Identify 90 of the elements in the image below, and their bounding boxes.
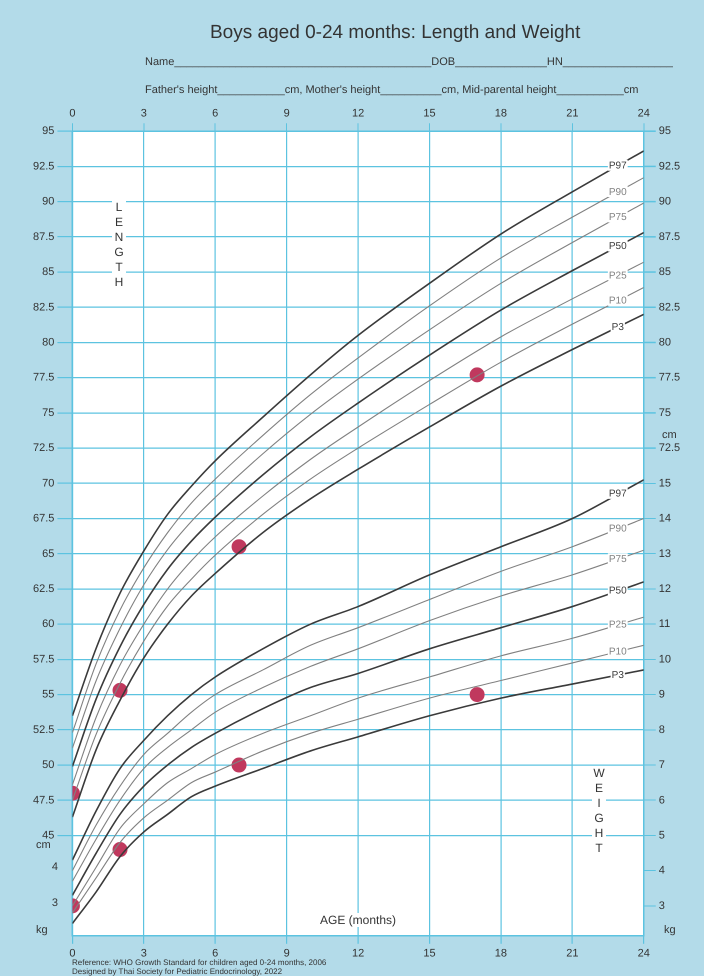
text: Designed by Thai Society for Pediatric Endocrinology, 2022 [72, 967, 282, 976]
x-tick-label: 18 [494, 947, 508, 960]
y-tick-label: 92.5 [32, 160, 54, 172]
x2-tick-label: 3 [140, 108, 147, 120]
y-tick-label: 87.5 [32, 230, 54, 243]
y2-tick-label: 3 [658, 900, 665, 912]
series-label: P50 [608, 241, 628, 252]
y2-tick-label: 7 [658, 759, 665, 772]
x-axis-title: AGE (months) [318, 913, 398, 927]
text: 3 [52, 897, 58, 910]
y3-tick-label: 77.5 [658, 372, 680, 384]
text: 4 [52, 861, 58, 874]
y-tick-label: 85 [42, 266, 54, 278]
y-tick-label: 67.5 [32, 512, 54, 525]
x2-tick-label: 9 [284, 108, 290, 120]
y3-tick-label: 92.5 [658, 160, 680, 172]
y-tick-label: 65 [42, 548, 54, 560]
y3-tick-label: 72.5 [658, 442, 680, 454]
y2-tick-label: 11 [658, 618, 670, 630]
y2-tick-label: 9 [658, 688, 665, 701]
y3-tick-label: 90 [658, 196, 672, 208]
y-tick-label: 47.5 [32, 794, 54, 806]
series-label: P90 [608, 186, 628, 198]
y-tick-label: 60 [42, 618, 54, 630]
y2-tick-label: 5 [658, 829, 665, 842]
x-tick-label: 15 [423, 947, 436, 960]
y-tick-label: 90 [42, 196, 54, 208]
series-label: P3 [612, 322, 624, 333]
y-tick-label: 80 [42, 336, 54, 349]
x2-tick-label: 24 [638, 108, 650, 120]
series-label: P75 [608, 554, 628, 565]
y2-tick-label: 10 [658, 653, 672, 666]
text: kg [36, 924, 48, 937]
series-label: P50 [608, 586, 628, 597]
series-label: P75 [608, 212, 628, 224]
x-tick-label: 21 [566, 947, 578, 960]
x2-tick-label: 12 [352, 108, 364, 120]
y-tick-label: 82.5 [32, 301, 54, 314]
y2-tick-label: 15 [658, 477, 672, 490]
x2-tick-label: 21 [566, 108, 578, 120]
y-tick-label: 52.5 [32, 724, 54, 736]
series-label: P3 [612, 670, 624, 681]
y-tick-label: 62.5 [32, 582, 54, 595]
series-label: P97 [608, 488, 628, 500]
y3-tick-label: 87.5 [658, 230, 680, 243]
series-label: P10 [608, 646, 628, 658]
text: cm [662, 429, 677, 442]
y-tick-label: 72.5 [32, 442, 54, 454]
series-label: P10 [608, 296, 628, 307]
x2-tick-label: 6 [212, 108, 218, 120]
x2-tick-label: 15 [423, 108, 436, 120]
x-tick-label: 9 [284, 947, 290, 960]
x-tick-label: 12 [352, 947, 364, 960]
y-tick-label: 77.5 [32, 372, 54, 384]
y3-tick-label: 85 [658, 266, 672, 278]
y3-tick-label: 75 [658, 406, 672, 419]
text: kg [664, 924, 676, 937]
y3-tick-label: 95 [658, 125, 672, 138]
y-tick-label: 75 [42, 406, 54, 419]
y2-tick-label: 12 [658, 582, 672, 595]
series-label: P97 [608, 160, 628, 172]
y2-tick-label: 14 [658, 512, 672, 525]
y2-tick-label: 4 [658, 864, 665, 877]
y3-tick-label: 80 [658, 336, 672, 349]
series-label: P90 [608, 524, 628, 535]
annotation: LENGTH [112, 200, 126, 290]
y2-tick-label: 6 [658, 794, 665, 806]
x-tick-label: 3 [140, 947, 147, 960]
y-tick-label: 55 [42, 688, 54, 701]
x2-tick-label: 0 [69, 108, 76, 120]
x-tick-label: 6 [212, 947, 218, 960]
x-tick-label: 0 [69, 947, 76, 960]
text: Name__________________________________________DOB_______________HN__________________ [145, 56, 673, 69]
series-label: P25 [608, 620, 628, 631]
y3-tick-label: 82.5 [658, 301, 680, 314]
text: Father's height___________cm, Mother's height__________cm, Mid-parental height___________cm [145, 84, 638, 97]
x2-tick-label: 18 [494, 108, 508, 120]
chart-title: Boys aged 0-24 months: Length and Weight [210, 22, 580, 44]
y-tick-label: 95 [42, 125, 54, 138]
text: Reference: WHO Growth Standard for children aged 0-24 months, 2006 [72, 958, 326, 968]
y-tick-label: 57.5 [32, 653, 54, 666]
text: cm [36, 839, 51, 852]
y-tick-label: 45 [42, 829, 54, 842]
x-tick-label: 24 [638, 947, 650, 960]
y2-tick-label: 8 [658, 724, 665, 736]
y-tick-label: 70 [42, 477, 54, 490]
series-label: P25 [608, 270, 628, 282]
y2-tick-label: 13 [658, 548, 672, 560]
y-tick-label: 50 [42, 759, 54, 772]
annotation: WEIGHT [592, 766, 606, 856]
